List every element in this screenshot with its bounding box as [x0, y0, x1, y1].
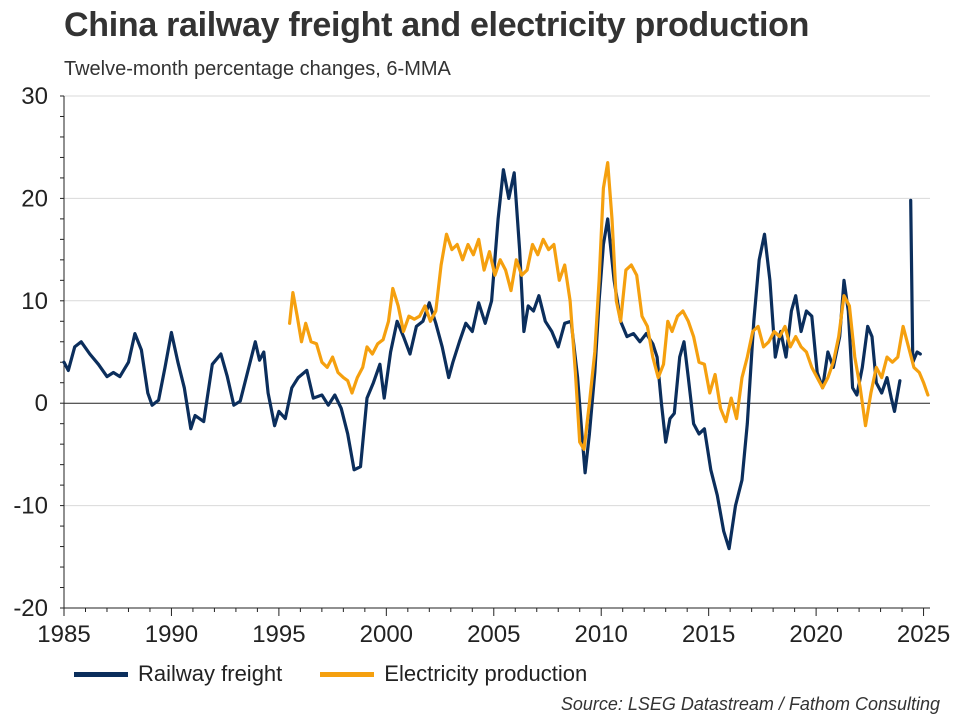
- chart-title: China railway freight and electricity pr…: [64, 6, 810, 44]
- x-tick-label-1: 1990: [145, 621, 198, 648]
- y-tick-label-1: 20: [21, 185, 48, 212]
- legend-item-railway: Railway freight: [74, 661, 282, 687]
- x-tick-label-4: 2005: [467, 621, 520, 648]
- x-tick-label-7: 2020: [789, 621, 842, 648]
- x-tick-label-2: 1995: [252, 621, 305, 648]
- x-tick-label-6: 2015: [682, 621, 735, 648]
- legend-item-electricity: Electricity production: [320, 661, 587, 687]
- legend-swatch-electricity: [320, 671, 375, 677]
- y-tick-label-5: -20: [13, 595, 48, 622]
- legend-label-railway: Railway freight: [138, 661, 283, 686]
- x-tick-label-3: 2000: [360, 621, 413, 648]
- x-tick-label-0: 1985: [37, 621, 90, 648]
- y-tick-label-4: -10: [13, 493, 48, 520]
- legend: Railway freight Electricity production: [74, 660, 625, 688]
- series-line-railway-freight-0: [62, 168, 902, 551]
- legend-label-electricity: Electricity production: [384, 661, 588, 686]
- chart-subtitle: Twelve-month percentage changes, 6-MMA: [64, 58, 451, 80]
- series-line-electricity-production-2: [288, 161, 930, 451]
- series-line-railway-freight-1: [909, 198, 922, 364]
- y-tick-label-0: 30: [21, 83, 48, 110]
- y-tick-label-2: 10: [21, 288, 48, 315]
- legend-swatch-railway: [74, 671, 128, 677]
- x-tick-label-5: 2010: [575, 621, 628, 648]
- y-tick-label-3: 0: [35, 390, 48, 417]
- x-tick-label-8: 2025: [897, 621, 950, 648]
- source-note: Source: LSEG Datastream / Fathom Consult…: [560, 694, 940, 714]
